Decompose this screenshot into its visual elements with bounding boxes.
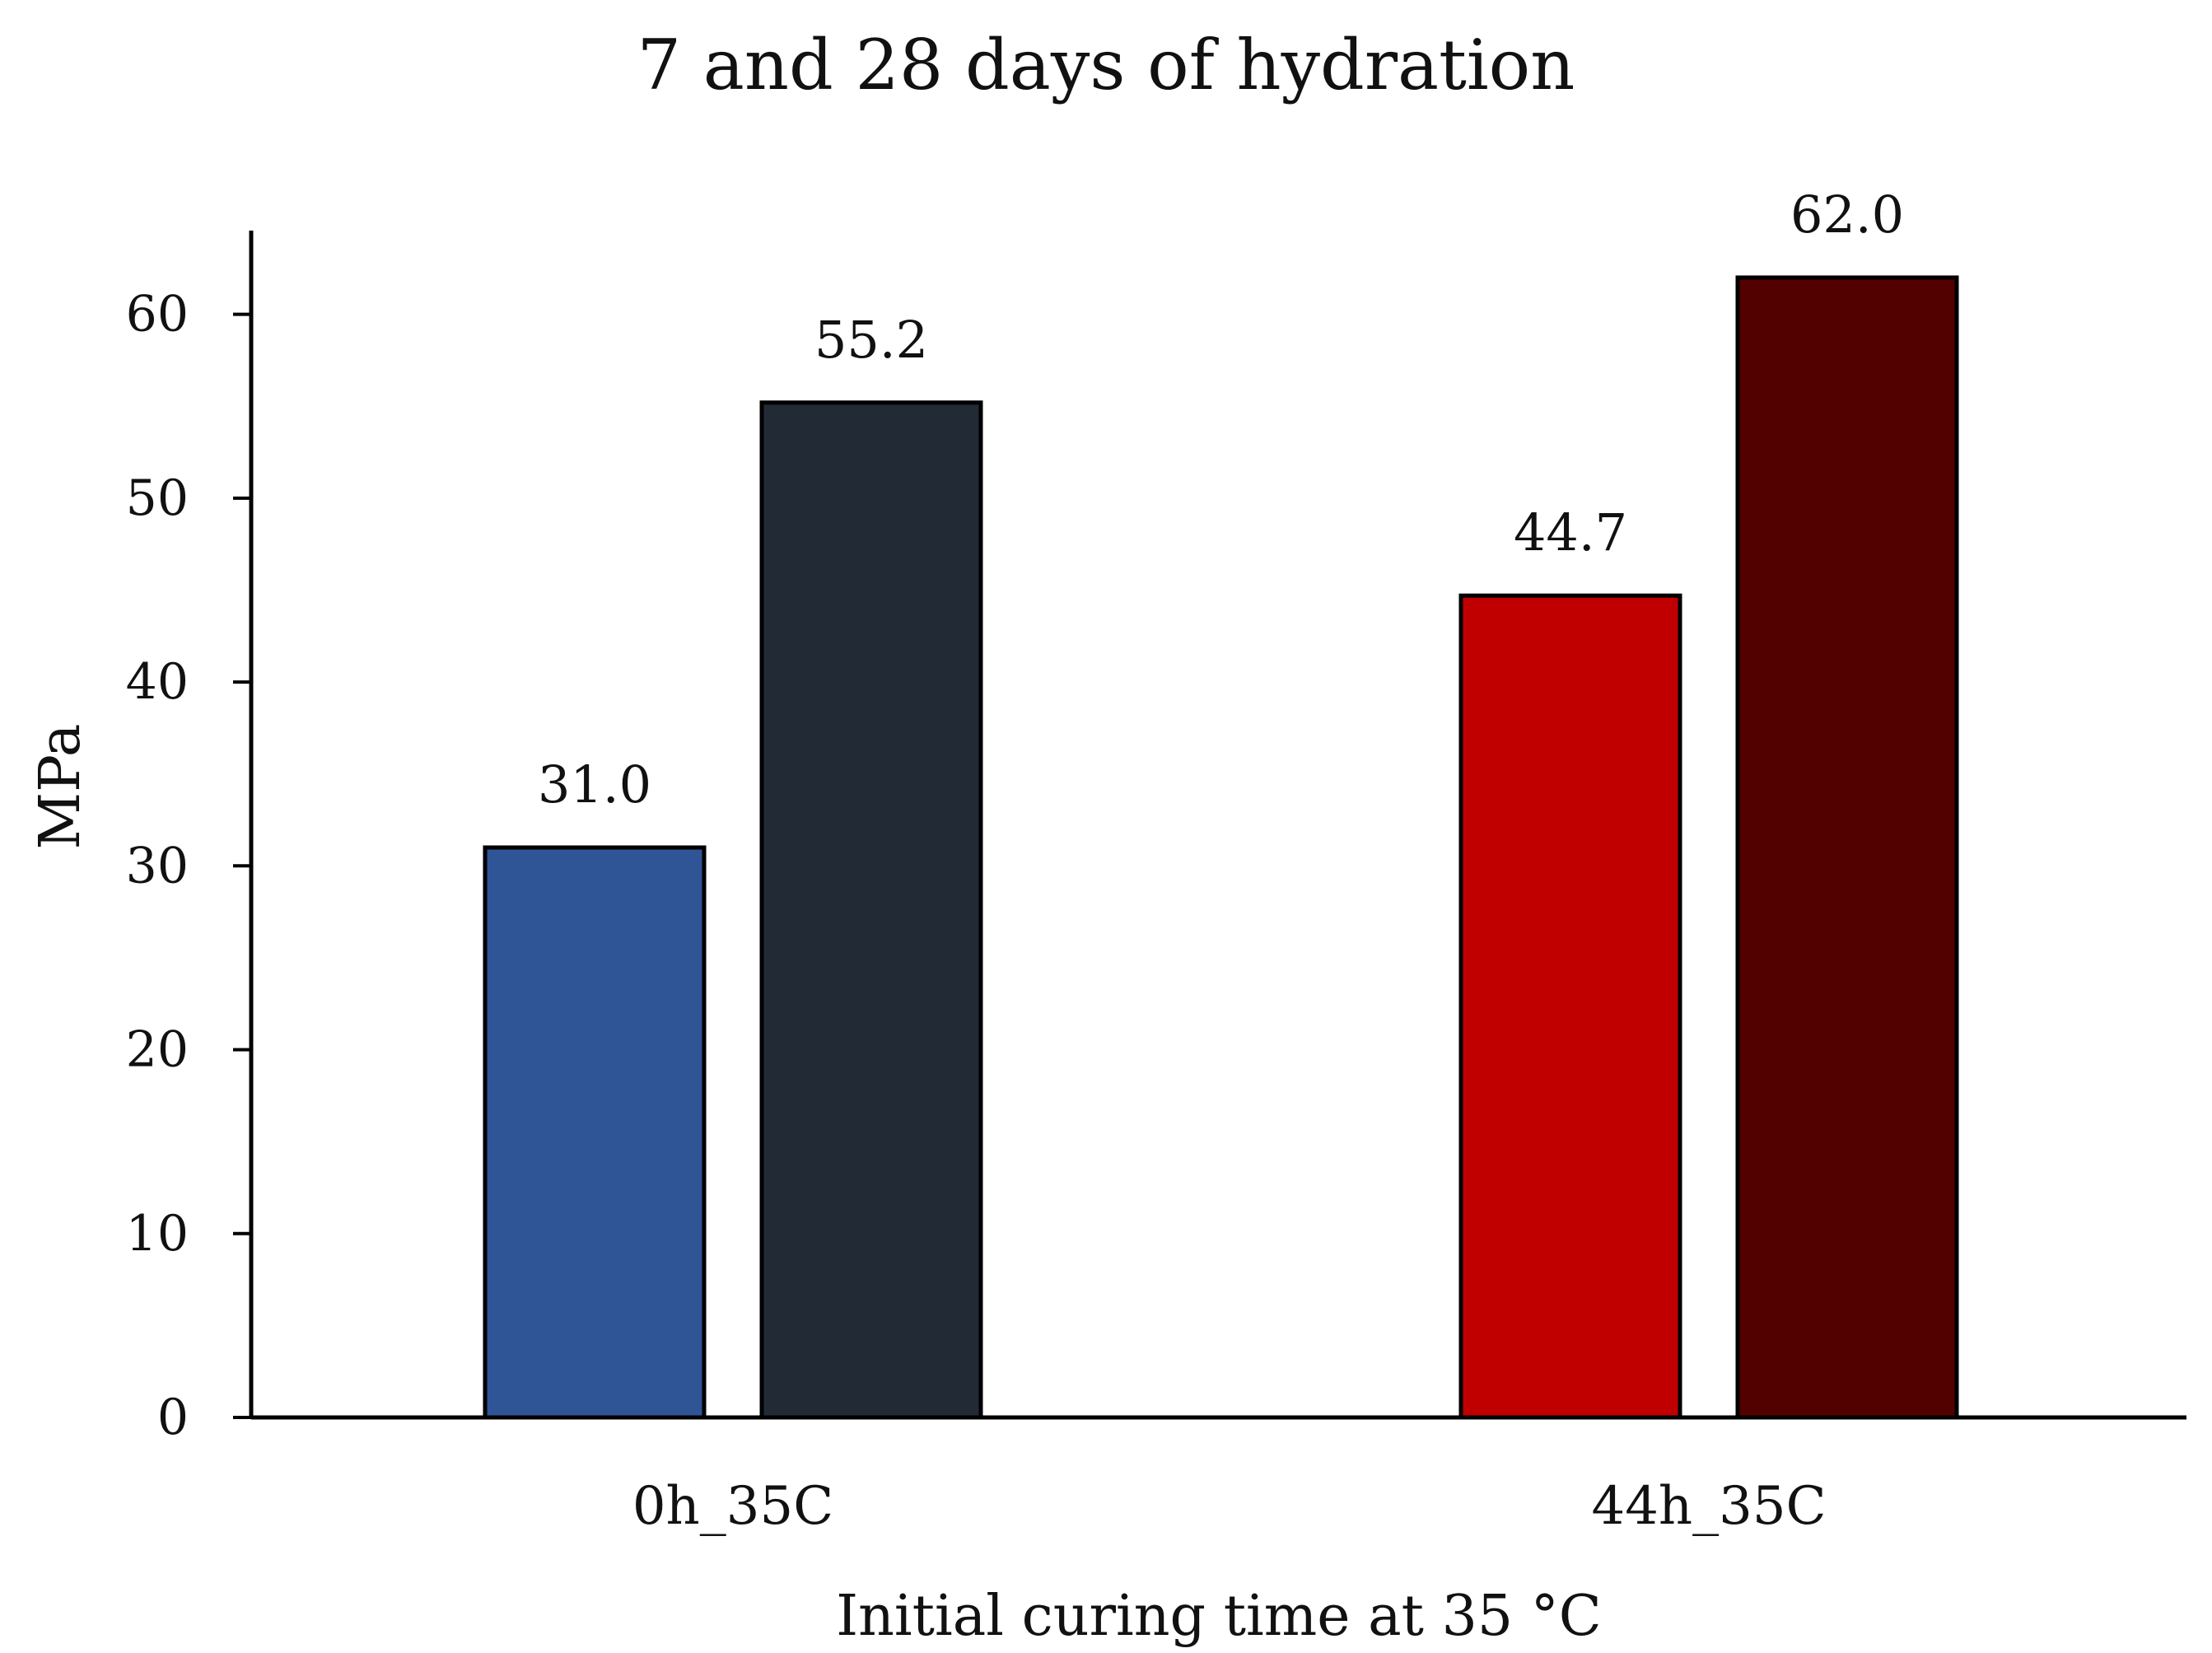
y-axis-label: MPa bbox=[28, 724, 93, 850]
y-tick-label: 20 bbox=[126, 1021, 189, 1079]
bar-0h-35c-2 bbox=[759, 400, 983, 1420]
value-labels: 31.0 55.2 44.7 62.0 bbox=[538, 184, 1904, 815]
chart-title: 7 and 28 days of hydration bbox=[637, 25, 1575, 105]
x-category-label: 44h_35C bbox=[1591, 1476, 1826, 1537]
y-tick-label: 50 bbox=[126, 469, 189, 527]
y-tick-label: 0 bbox=[157, 1389, 189, 1446]
x-axis-label: Initial curing time at 35 °C bbox=[836, 1584, 1602, 1649]
bar-series bbox=[483, 275, 1959, 1420]
bar-44h-35c-1 bbox=[1458, 593, 1682, 1420]
bar-44h-35c-2 bbox=[1735, 275, 1959, 1420]
x-axis-categories: 0h_35C 44h_35C bbox=[632, 1476, 1827, 1537]
y-tick-label: 10 bbox=[126, 1205, 189, 1263]
bar-0h-35c-1 bbox=[483, 845, 707, 1420]
data-label: 62.0 bbox=[1790, 184, 1904, 245]
data-label: 31.0 bbox=[538, 754, 651, 815]
data-label: 55.2 bbox=[814, 310, 928, 370]
y-tick-label: 40 bbox=[126, 653, 189, 711]
y-tick-label: 60 bbox=[126, 286, 189, 343]
x-category-label: 0h_35C bbox=[632, 1476, 833, 1537]
y-axis-ticks: 0 10 20 30 40 50 60 bbox=[126, 286, 251, 1446]
y-tick-label: 30 bbox=[126, 837, 189, 894]
data-label: 44.7 bbox=[1514, 502, 1627, 563]
